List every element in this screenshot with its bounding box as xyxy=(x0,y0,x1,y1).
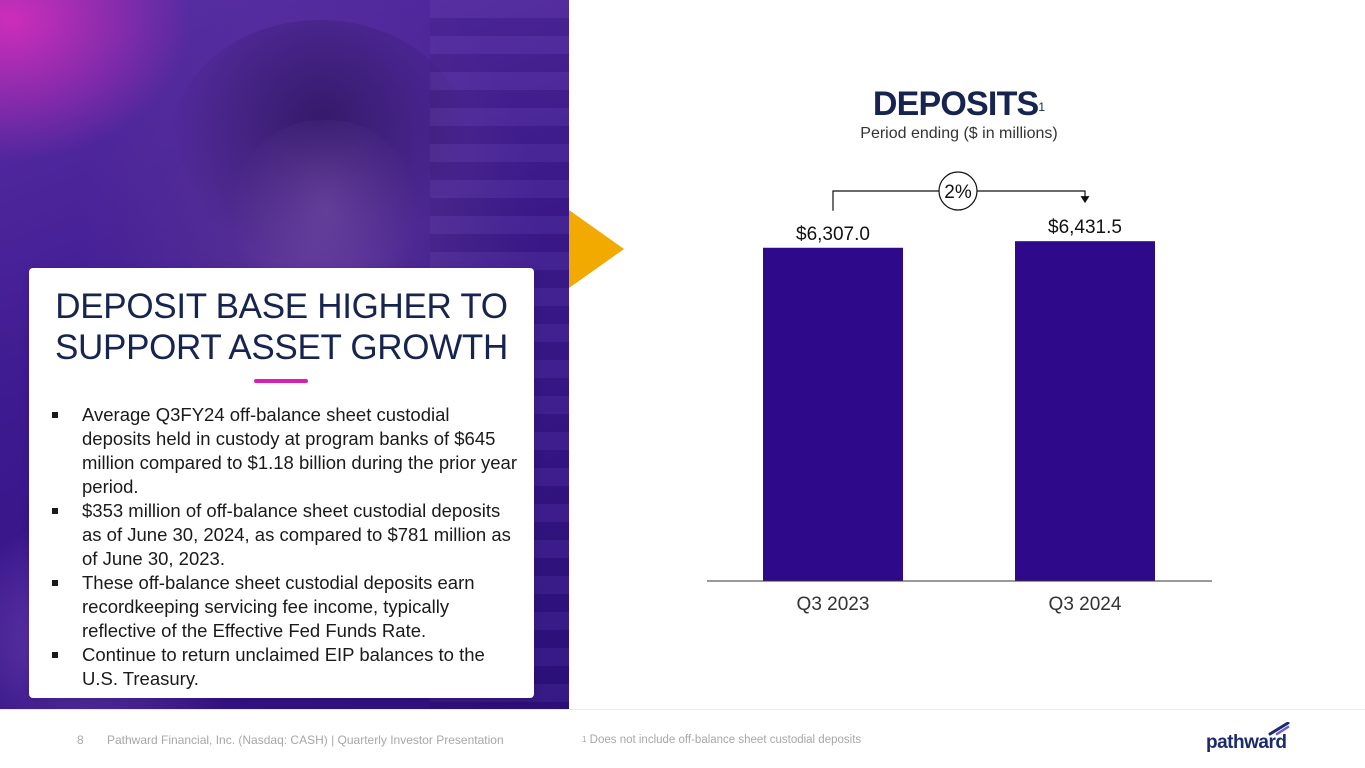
growth-badge-circle xyxy=(938,171,978,211)
bullet-text: Average Q3FY24 off-balance sheet custodi… xyxy=(82,404,517,497)
summary-card: DEPOSIT BASE HIGHER TO SUPPORT ASSET GRO… xyxy=(29,268,534,698)
x-tick-label: Q3 2024 xyxy=(1049,594,1122,615)
chart-title-text: DEPOSITS xyxy=(872,85,1039,123)
title-accent-rule xyxy=(254,379,308,383)
logo-mark-icon xyxy=(1268,722,1290,736)
bar-q3-2023 xyxy=(763,247,903,582)
bullet-text: These off-balance sheet custodial deposi… xyxy=(82,572,475,641)
card-title-line-2: SUPPORT ASSET GROWTH xyxy=(55,328,508,367)
chart-subtitle: Period ending ($ in millions) xyxy=(860,125,1058,142)
footnote-text: Does not include off-balance sheet custo… xyxy=(586,734,862,746)
deposits-bar-chart: $6,307.0 Q3 2023 $6,431.5 Q3 2024 2% xyxy=(707,171,1212,615)
card-title: DEPOSIT BASE HIGHER TO SUPPORT ASSET GRO… xyxy=(29,286,534,368)
bullet-item: These off-balance sheet custodial deposi… xyxy=(51,571,521,643)
bullet-square-icon xyxy=(52,652,58,658)
bullet-item: $353 million of off-balance sheet custod… xyxy=(51,499,521,571)
logo-wordmark: pathward xyxy=(1206,732,1287,753)
pathward-logo: pathward xyxy=(1206,722,1296,754)
bullet-text: $353 million of off-balance sheet custod… xyxy=(82,500,511,569)
page-number: 8 xyxy=(77,733,84,747)
growth-percentage-label: 2% xyxy=(944,182,972,203)
footer-company-text: Pathward Financial, Inc. (Nasdaq: CASH) … xyxy=(107,733,504,747)
chart-title: DEPOSITS1 xyxy=(659,82,1259,126)
growth-arrowhead-icon xyxy=(1080,196,1090,204)
bullet-square-icon xyxy=(52,508,58,514)
gold-arrow-icon xyxy=(569,210,624,288)
bar-value-label: $6,431.5 xyxy=(1048,217,1122,238)
chart-title-footnote-marker: 1 xyxy=(1038,100,1046,114)
bullet-list: Average Q3FY24 off-balance sheet custodi… xyxy=(51,403,521,691)
bullet-square-icon xyxy=(52,580,58,586)
bar-value-label: $6,307.0 xyxy=(796,224,870,245)
bullet-item: Continue to return unclaimed EIP balance… xyxy=(51,643,521,691)
bar-q3-2024 xyxy=(1015,241,1155,582)
footer-footnote: 1 Does not include off-balance sheet cus… xyxy=(582,732,861,748)
bullet-square-icon xyxy=(52,412,58,418)
footnote-marker: 1 xyxy=(582,735,587,744)
card-title-line-1: DEPOSIT BASE HIGHER TO xyxy=(55,287,508,326)
x-tick-label: Q3 2023 xyxy=(797,594,870,615)
bullet-item: Average Q3FY24 off-balance sheet custodi… xyxy=(51,403,521,499)
bullet-text: Continue to return unclaimed EIP balance… xyxy=(82,644,485,689)
footer-divider xyxy=(0,709,1365,710)
